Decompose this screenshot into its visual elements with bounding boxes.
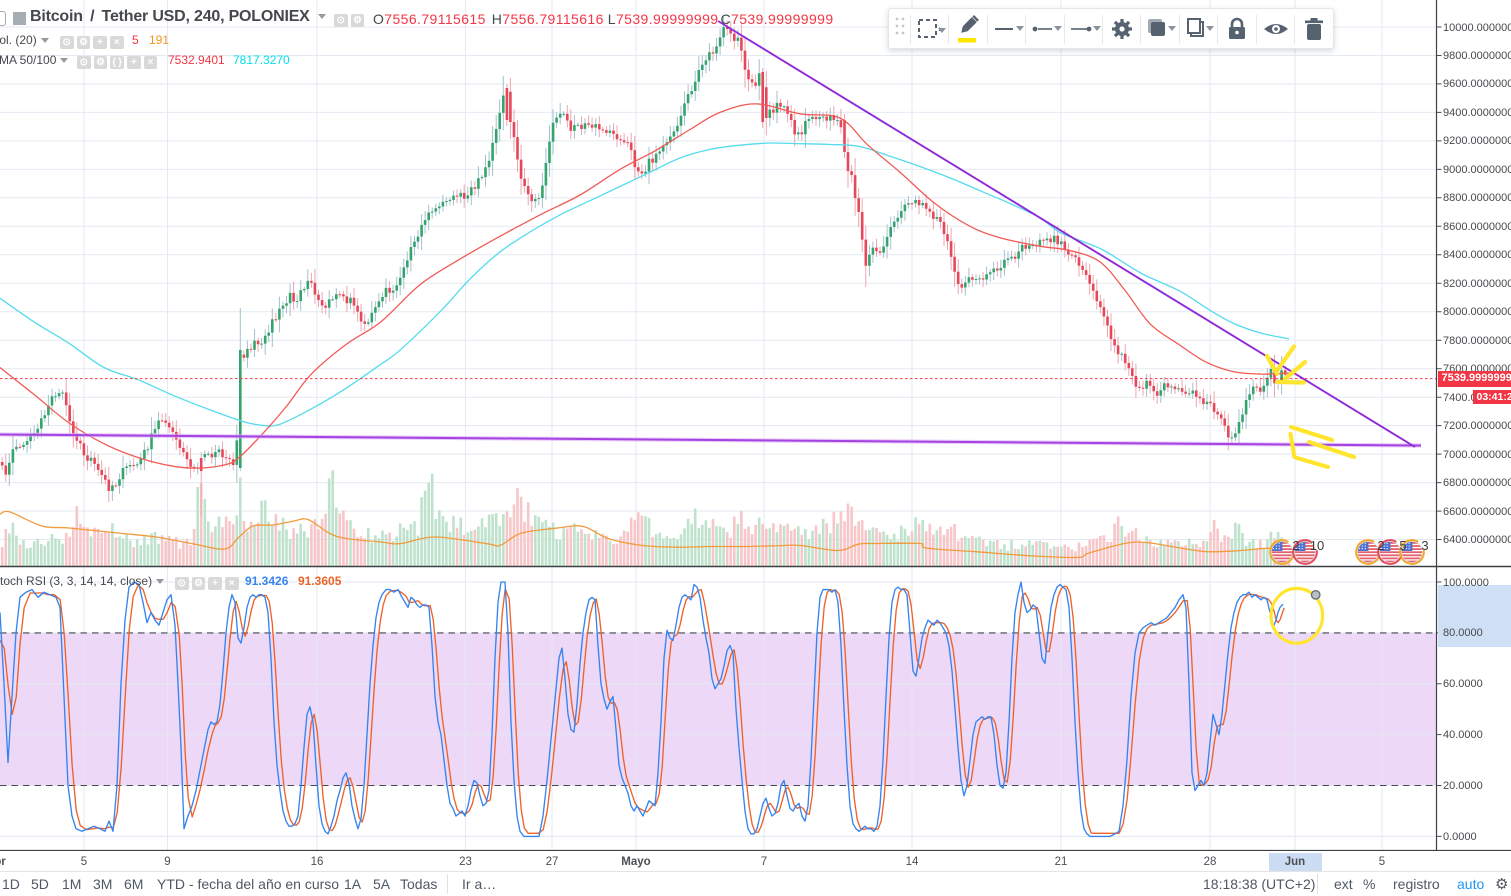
svg-text:3: 3 (1421, 538, 1428, 553)
svg-text:2: 2 (1377, 538, 1384, 553)
svg-text:5: 5 (1399, 538, 1406, 553)
svg-text:10: 10 (1310, 538, 1324, 553)
svg-text:2: 2 (1292, 538, 1299, 553)
